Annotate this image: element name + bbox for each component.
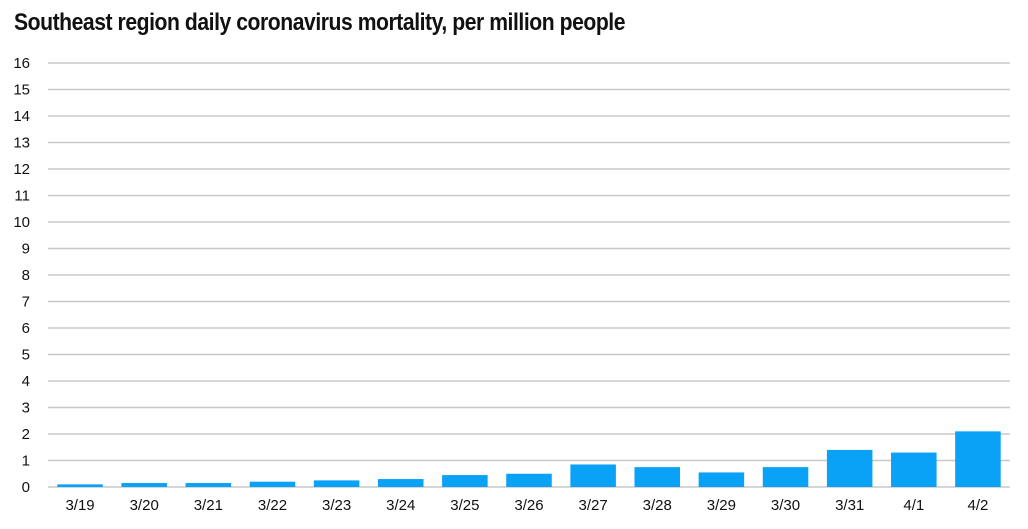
y-tick-label: 13: [13, 135, 30, 152]
bar: [249, 481, 296, 487]
bar: [313, 480, 360, 487]
x-tick-label: 3/28: [643, 497, 672, 514]
y-tick-label: 6: [22, 320, 30, 337]
x-tick-label: 3/30: [771, 497, 800, 514]
bar: [121, 483, 167, 487]
bar: [570, 464, 616, 487]
bar: [891, 452, 937, 487]
x-tick-label: 3/22: [258, 497, 287, 514]
x-tick-label: 3/23: [322, 497, 351, 514]
y-tick-label: 12: [13, 161, 30, 178]
y-tick-label: 15: [13, 82, 30, 99]
x-tick-label: 3/24: [386, 497, 415, 514]
bar: [826, 449, 873, 487]
bar: [442, 475, 488, 487]
bar: [377, 479, 424, 487]
y-tick-label: 10: [13, 214, 30, 231]
x-tick-label: 3/26: [514, 497, 543, 514]
x-tick-label: 3/20: [130, 497, 159, 514]
chart-title: Southeast region daily coronavirus morta…: [14, 9, 626, 36]
x-tick-label: 3/29: [707, 497, 736, 514]
bar: [955, 431, 1001, 487]
y-tick-label: 0: [22, 479, 30, 496]
y-tick-label: 8: [22, 267, 30, 284]
x-tick-label: 3/19: [65, 497, 94, 514]
x-tick-label: 4/1: [903, 497, 924, 514]
bar: [57, 484, 103, 487]
x-tick-label: 3/27: [579, 497, 608, 514]
y-tick-label: 1: [22, 453, 30, 470]
y-tick-label: 4: [22, 373, 30, 390]
bar: [634, 467, 681, 487]
x-tick-label: 4/2: [968, 497, 989, 514]
y-tick-label: 7: [22, 294, 30, 311]
y-tick-label: 5: [22, 347, 30, 364]
bar: [506, 473, 552, 487]
y-tick-label: 16: [13, 55, 30, 72]
bar: [762, 467, 809, 487]
x-tick-label: 3/21: [194, 497, 223, 514]
y-tick-label: 14: [13, 108, 30, 125]
y-tick-label: 9: [22, 241, 30, 258]
y-tick-label: 2: [22, 426, 30, 443]
bar: [698, 472, 745, 487]
x-tick-label: 3/31: [835, 497, 864, 514]
bar: [185, 483, 232, 487]
y-tick-label: 3: [22, 400, 30, 417]
y-tick-label: 11: [14, 188, 30, 205]
x-tick-label: 3/25: [450, 497, 479, 514]
